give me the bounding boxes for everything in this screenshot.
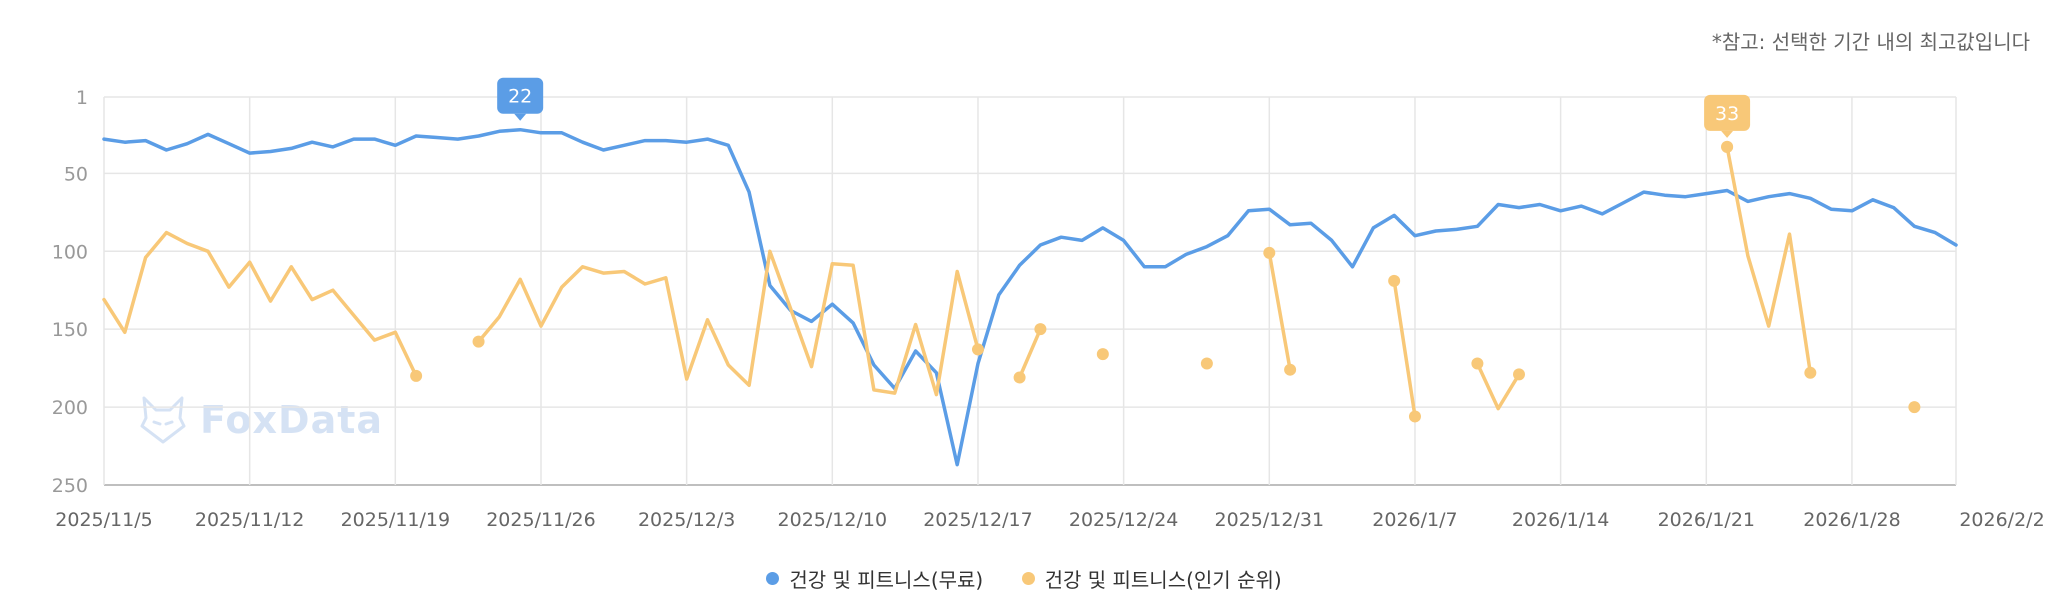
series-point — [1513, 368, 1526, 381]
chart-legend: 건강 및 피트니스(무료) 건강 및 피트니스(인기 순위) — [0, 564, 2048, 593]
legend-dot-rank — [1021, 572, 1035, 585]
series-point — [1096, 348, 1109, 361]
x-tick-label: 2026/1/21 — [1658, 509, 1755, 531]
series-line-segment — [1017, 327, 1043, 380]
series-point — [1388, 274, 1401, 287]
series-point — [1284, 363, 1297, 376]
series-point — [472, 335, 485, 348]
y-tick-label: 100 — [52, 241, 88, 263]
peak-badge-label: 33 — [1715, 103, 1739, 125]
peak-badge-pointer — [514, 113, 527, 121]
y-tick-label: 250 — [52, 475, 88, 497]
series-point — [1408, 410, 1421, 423]
series-line-segment — [1392, 279, 1417, 419]
peak-badge-pointer — [1721, 130, 1734, 138]
x-axis-ticks: 2025/11/5 2025/11/12 2025/11/19 2025/11/26 2… — [55, 509, 2044, 531]
y-tick-label: 50 — [64, 163, 88, 185]
x-tick-label: 2026/1/7 — [1372, 509, 1457, 531]
y-tick-label: 1 — [76, 87, 88, 109]
x-tick-label: 2025/11/12 — [195, 509, 305, 531]
x-tick-label: 2026/1/28 — [1803, 509, 1900, 531]
peak-badge-label: 22 — [508, 86, 532, 108]
series-line-segment — [476, 249, 980, 397]
peak-badge-1: 33 — [1704, 94, 1751, 153]
x-tick-label: 2025/12/17 — [923, 509, 1033, 531]
legend-item-free[interactable]: 건강 및 피트니스(무료) — [766, 564, 983, 593]
x-tick-label: 2025/11/19 — [341, 509, 451, 531]
series-line-segment — [1475, 361, 1521, 411]
peak-badge-box — [1704, 94, 1751, 131]
chart-note: *참고: 선택한 기간 내의 최고값입니다 — [1711, 30, 2030, 54]
peak-point — [1721, 140, 1734, 153]
series-point — [1013, 371, 1026, 384]
series-point — [1263, 246, 1276, 259]
series-point — [1804, 366, 1817, 379]
series-0 — [102, 127, 1958, 467]
x-tick-label: 2025/12/10 — [778, 509, 888, 531]
x-tick-label: 2026/1/14 — [1512, 509, 1609, 531]
series-line-segment — [1267, 251, 1292, 372]
peak-labels: 22 33 — [497, 77, 1751, 153]
series-point — [410, 369, 423, 382]
series-point — [1034, 323, 1047, 336]
series-point — [1471, 357, 1484, 370]
fox-logo-icon — [140, 396, 186, 444]
x-tick-label: 2025/11/5 — [55, 509, 152, 531]
chart-grid — [103, 96, 1957, 486]
legend-item-rank[interactable]: 건강 및 피트니스(인기 순위) — [1021, 564, 1282, 593]
peak-badge-0: 22 — [497, 77, 544, 121]
series-line-segment — [102, 230, 418, 378]
series-1 — [102, 140, 1921, 423]
peak-badge-box — [497, 77, 544, 114]
series-point — [1908, 401, 1921, 414]
x-tick-label: 2025/11/26 — [486, 509, 596, 531]
series-line-segment — [1725, 145, 1813, 375]
series-point — [1200, 357, 1213, 370]
legend-dot-free — [766, 572, 780, 585]
watermark: FoxData — [140, 396, 383, 444]
series-lines — [102, 127, 1958, 467]
legend-label-free: 건강 및 피트니스(무료) — [789, 568, 984, 592]
legend-label-rank: 건강 및 피트니스(인기 순위) — [1044, 568, 1282, 592]
series-line-segment — [102, 127, 1958, 467]
watermark-text: FoxData — [200, 398, 384, 442]
y-tick-label: 150 — [52, 319, 88, 341]
x-tick-label: 2025/12/24 — [1069, 509, 1179, 531]
x-tick-label: 2026/2/2 — [1959, 509, 2044, 531]
series-point — [971, 343, 984, 356]
y-tick-label: 200 — [52, 397, 88, 419]
x-tick-label: 2025/12/31 — [1215, 509, 1325, 531]
x-tick-label: 2025/12/3 — [638, 509, 735, 531]
